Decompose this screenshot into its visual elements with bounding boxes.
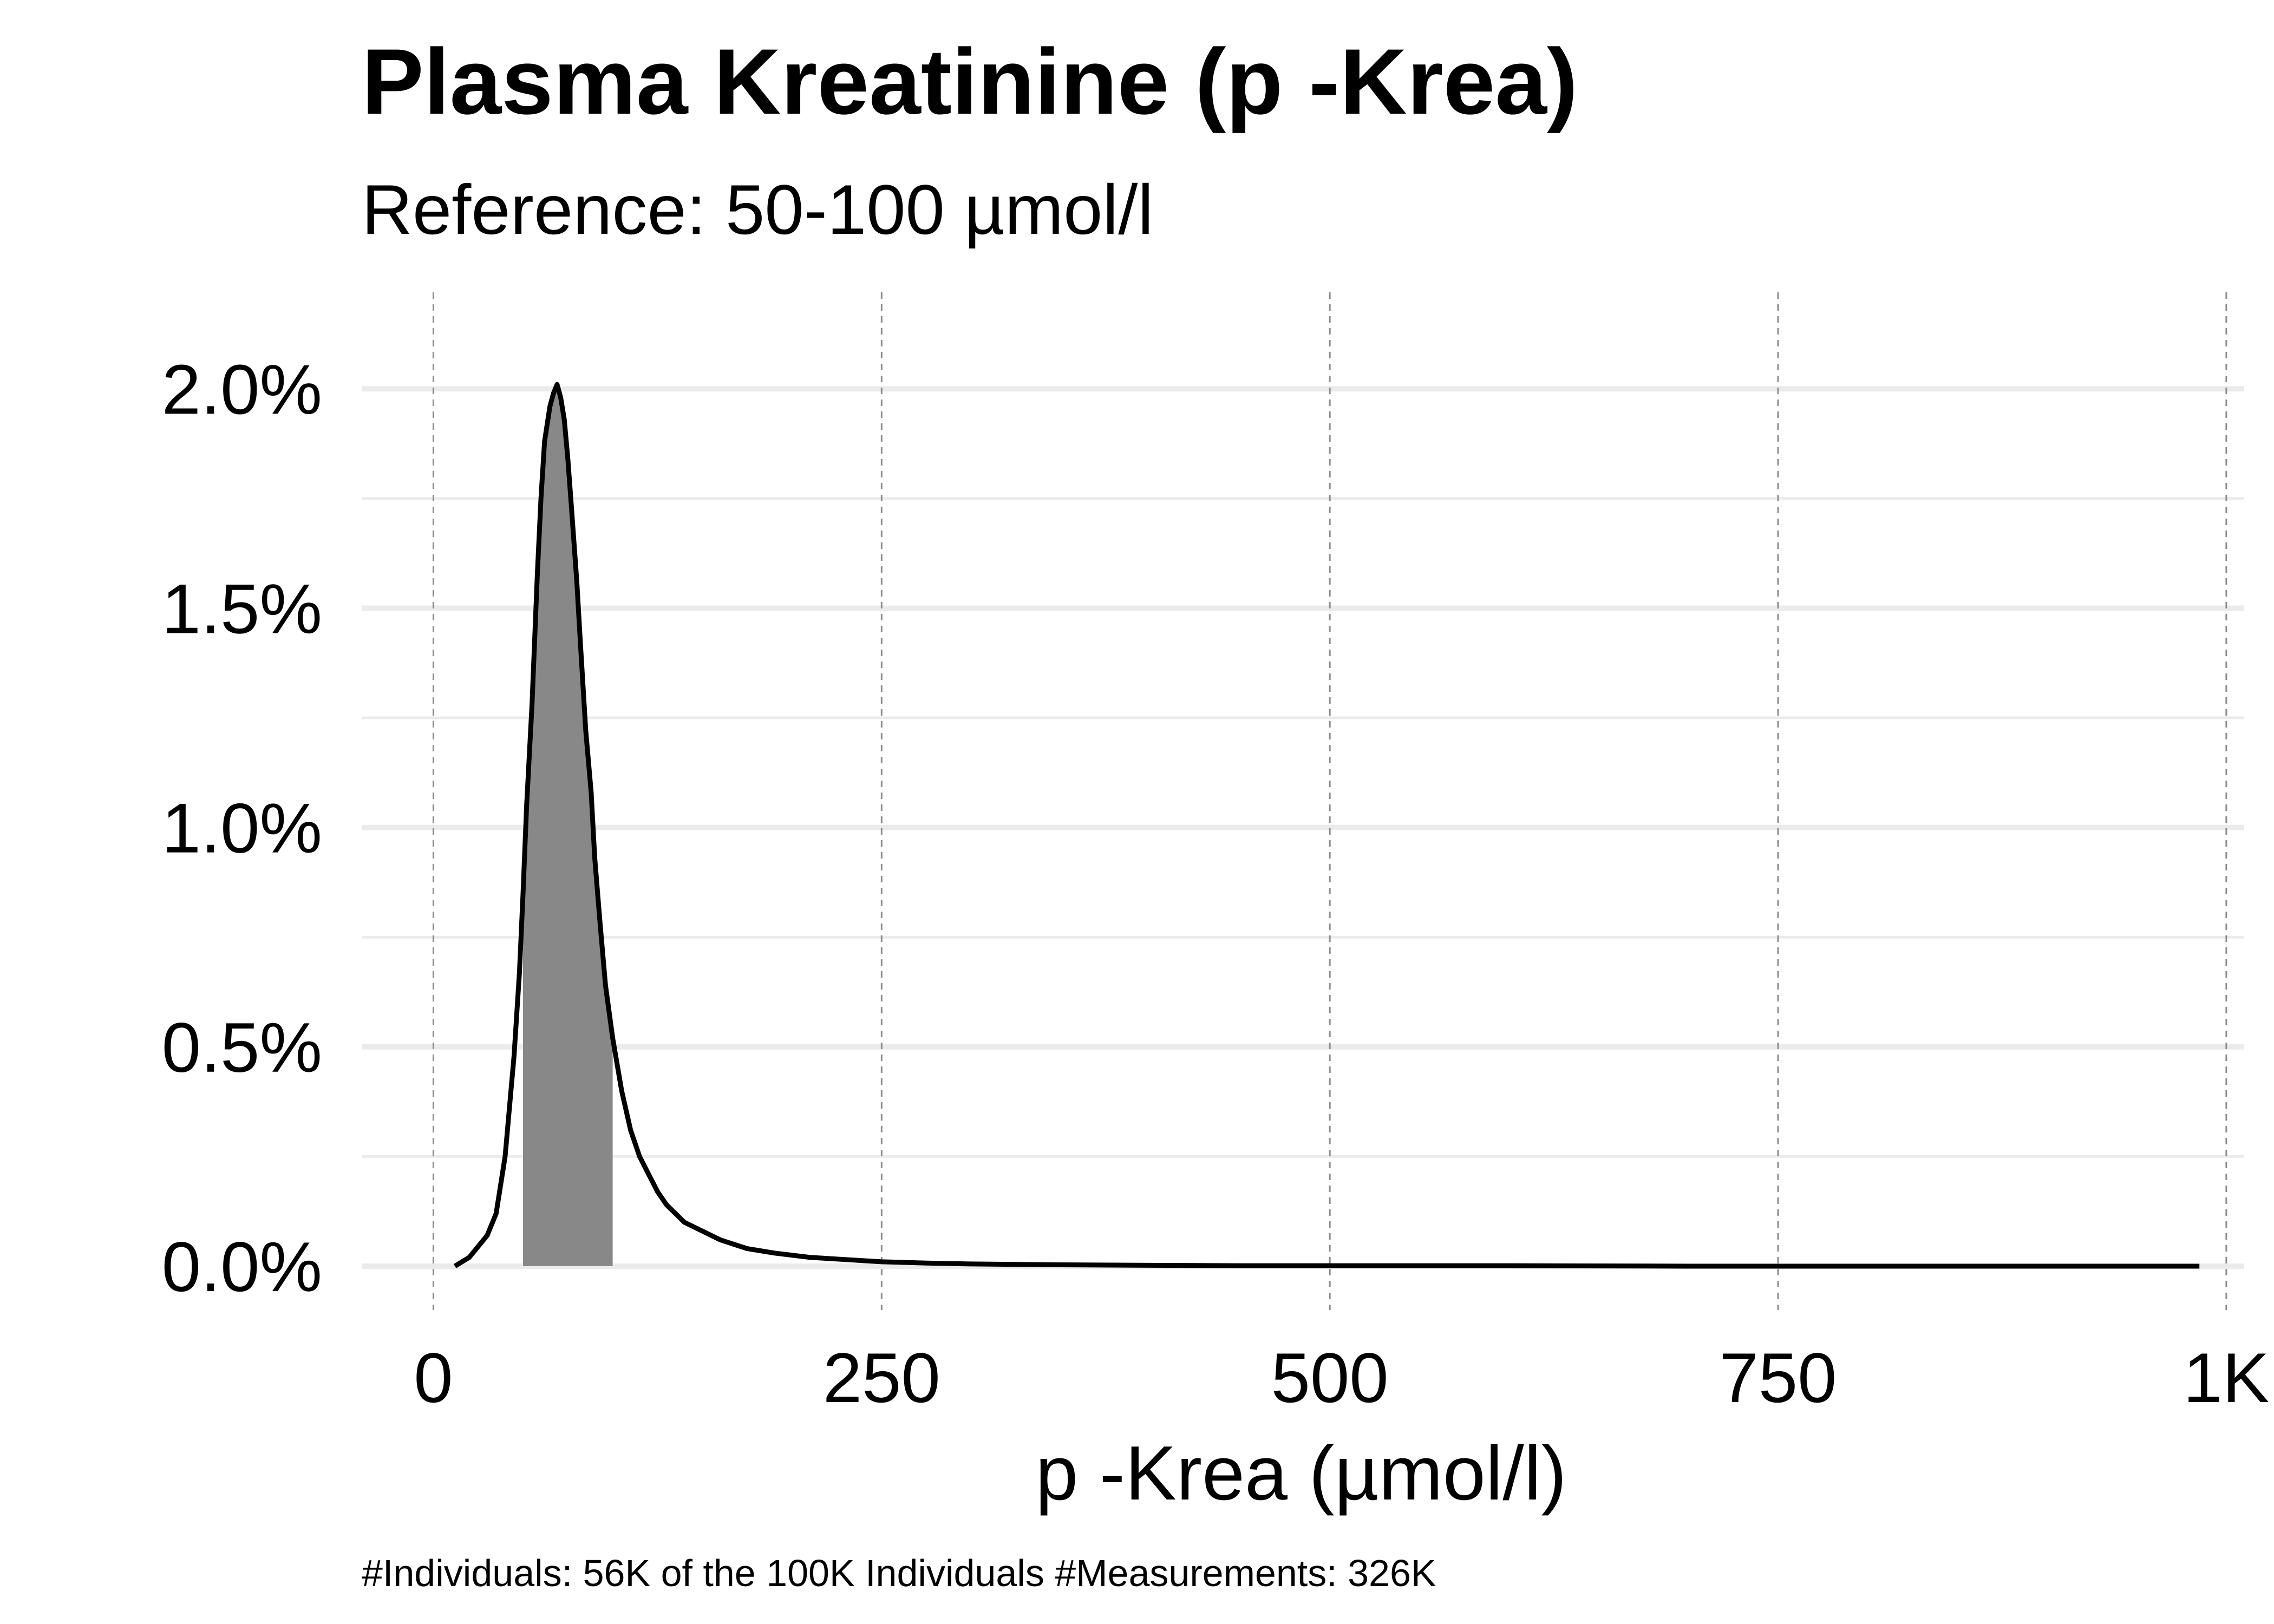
x-tick-label: 0 [414, 1338, 453, 1417]
chart-subtitle: Reference: 50-100 µmol/l [362, 170, 1153, 249]
caption: #Individuals: 56K of the 100K Individual… [362, 1552, 1436, 1594]
reference-range-area [523, 384, 613, 1266]
y-axis-ticks: 0.0% 0.5% 1.0% 1.5% 2.0% [162, 350, 322, 1306]
density-curve [453, 382, 2200, 1269]
reference-range-fill [523, 384, 613, 1266]
x-tick-label: 1K [2183, 1338, 2269, 1417]
chart-title: Plasma Kreatinine (p -Krea) [362, 30, 1578, 134]
y-tick-label: 0.0% [162, 1227, 322, 1306]
x-axis-ticks: 0 250 500 750 1K [414, 1338, 2269, 1417]
density-line [453, 382, 2200, 1269]
y-tick-label: 0.5% [162, 1008, 322, 1087]
x-axis-label: p -Krea (µmol/l) [1035, 1430, 1566, 1516]
grid [362, 292, 2244, 1310]
x-tick-label: 750 [1720, 1338, 1837, 1417]
y-tick-label: 1.5% [162, 569, 322, 648]
x-tick-label: 250 [823, 1338, 940, 1417]
y-tick-label: 1.0% [162, 789, 322, 868]
y-tick-label: 2.0% [162, 350, 322, 429]
x-tick-label: 500 [1271, 1338, 1389, 1417]
